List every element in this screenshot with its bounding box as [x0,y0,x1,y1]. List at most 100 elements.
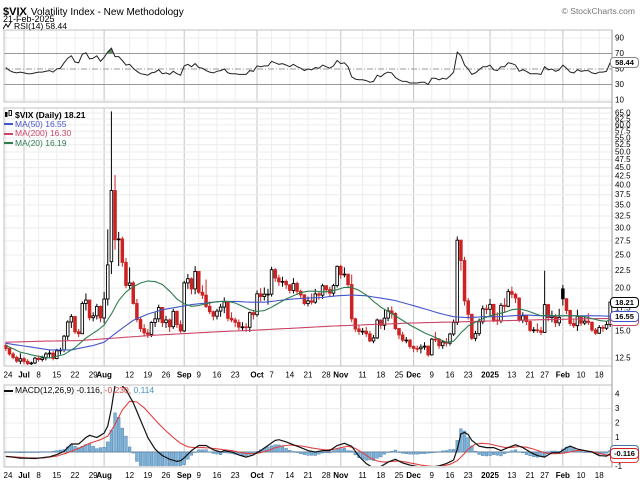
ma50-swatch [4,123,13,126]
svg-text:2025: 2025 [481,471,499,480]
macd-value: -0.116, [76,385,103,395]
svg-text:27.5: 27.5 [615,236,631,245]
svg-text:23: 23 [464,471,473,480]
svg-text:Feb: Feb [556,371,570,380]
svg-text:30.0: 30.0 [615,223,631,232]
page-title: Volatility Index - New Methodology [30,7,184,18]
stockcharts-credit-link[interactable]: © StockCharts.com [561,6,635,16]
ma200-label: MA(200) 16.30 [15,128,72,138]
svg-text:2025: 2025 [481,371,499,380]
svg-text:Feb: Feb [556,471,570,480]
chart-date: 21-Feb-2025 [3,14,55,24]
svg-text:25: 25 [395,471,404,480]
macd-hist-value: 0.114 [133,385,155,395]
svg-text:57.5: 57.5 [615,127,631,136]
svg-text:18: 18 [376,471,385,480]
svg-text:23: 23 [464,371,473,380]
svg-text:Oct: Oct [250,471,264,480]
svg-text:1: 1 [615,433,620,442]
macd-legend: MACD(12,26,9) -0.116, -0.230, 0.114 [4,385,154,395]
svg-text:62.5: 62.5 [615,114,631,123]
svg-text:26: 26 [162,371,171,380]
svg-text:24: 24 [4,371,13,380]
svg-text:16: 16 [446,371,455,380]
svg-text:30: 30 [615,80,624,89]
svg-text:16: 16 [213,371,222,380]
svg-text:28: 28 [322,371,331,380]
rsi-value: 58.44 [45,21,67,31]
svg-text:22: 22 [71,471,80,480]
svg-text:9: 9 [430,371,435,380]
svg-text:23: 23 [231,371,240,380]
main-last-value: 18.21 [64,110,86,120]
svg-text:13: 13 [507,471,516,480]
svg-text:21: 21 [304,371,313,380]
svg-text:-1: -1 [615,462,623,471]
svg-text:90: 90 [615,34,624,43]
svg-text:8: 8 [36,371,41,380]
svg-text:8: 8 [36,471,41,480]
svg-text:18: 18 [595,471,604,480]
macd-value-badge: -0.116 [610,448,639,460]
ma200-swatch [4,132,13,135]
svg-text:21: 21 [526,471,535,480]
svg-text:Nov: Nov [333,371,349,380]
svg-text:60.0: 60.0 [615,120,631,129]
svg-text:25: 25 [395,371,404,380]
svg-text:37.5: 37.5 [615,190,631,199]
svg-text:28: 28 [322,471,331,480]
svg-text:22: 22 [71,371,80,380]
svg-text:22.5: 22.5 [615,266,631,275]
svg-text:50: 50 [615,65,624,74]
svg-text:29: 29 [89,471,98,480]
svg-text:27: 27 [540,471,549,480]
svg-text:3: 3 [615,404,620,413]
svg-text:10: 10 [577,471,586,480]
svg-text:Sep: Sep [177,371,192,380]
svg-text:14: 14 [285,371,294,380]
svg-text:25.0: 25.0 [615,251,631,260]
svg-text:19: 19 [143,371,152,380]
svg-text:21: 21 [526,371,535,380]
symbol-label: $VIX [3,6,27,18]
svg-text:7: 7 [269,371,274,380]
svg-text:16: 16 [446,471,455,480]
svg-text:Aug: Aug [96,371,112,380]
candlestick-icon [4,110,13,122]
svg-text:11: 11 [358,371,367,380]
svg-text:Aug: Aug [96,471,112,480]
svg-text:27: 27 [540,371,549,380]
svg-text:45.0: 45.0 [615,163,631,172]
svg-text:35.0: 35.0 [615,201,631,210]
svg-text:Dec: Dec [406,471,421,480]
svg-text:12: 12 [125,371,134,380]
svg-text:23: 23 [231,471,240,480]
svg-text:21: 21 [304,471,313,480]
svg-text:18: 18 [595,371,604,380]
main-series-label: $VIX (Daily) [15,110,62,120]
svg-text:14: 14 [285,471,294,480]
svg-text:9: 9 [430,471,435,480]
last-price-badge: 18.21 [610,296,639,308]
svg-text:7: 7 [269,471,274,480]
rsi-legend: RSI(14) 58.44 [2,21,67,32]
svg-text:52.5: 52.5 [615,140,631,149]
svg-text:15.0: 15.0 [615,326,631,335]
svg-text:26: 26 [162,471,171,480]
svg-text:12.5: 12.5 [615,354,631,363]
indicator-icon [2,21,12,32]
svg-text:47.5: 47.5 [615,155,631,164]
svg-text:32.5: 32.5 [615,212,631,221]
svg-text:20.0: 20.0 [615,284,631,293]
ma20-swatch [4,142,13,145]
ma50-badge: 16.55 [610,310,639,322]
chart-header: $VIX Volatility Index - New Methodology [3,2,184,20]
svg-text:9: 9 [197,471,202,480]
svg-text:2: 2 [615,419,620,428]
main-legend: $VIX (Daily) 18.21 MA(50) 16.55 MA(200) … [4,110,85,148]
svg-text:70: 70 [615,49,624,58]
svg-text:10: 10 [615,96,624,105]
svg-text:24: 24 [4,471,13,480]
svg-text:17.5: 17.5 [615,304,631,313]
